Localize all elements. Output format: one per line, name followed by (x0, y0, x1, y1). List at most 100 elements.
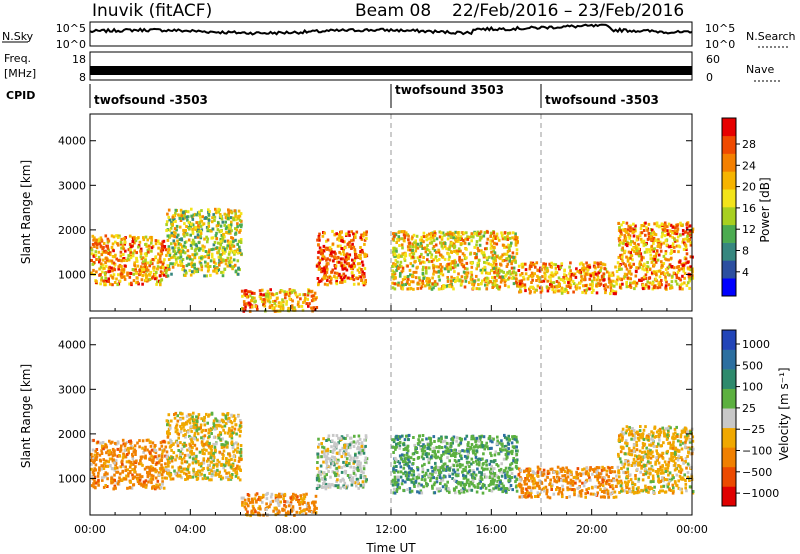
echo-cell (202, 461, 206, 465)
echo-cell (101, 441, 105, 444)
echo-cell (203, 452, 206, 456)
echo-cell (646, 228, 649, 232)
echo-cell (233, 419, 236, 423)
echo-cell (187, 413, 191, 417)
echo-cell (440, 235, 444, 239)
echo-cell (236, 272, 240, 276)
echo-cell (360, 444, 364, 448)
echo-cell (662, 254, 666, 258)
echo-cell (471, 279, 474, 283)
echo-cell (634, 269, 638, 273)
echo-cell (476, 230, 480, 234)
echo-cell (218, 424, 221, 428)
echo-cell (116, 440, 120, 444)
echo-cell (317, 236, 321, 240)
echo-cell (334, 484, 338, 488)
echo-cell (639, 252, 643, 256)
echo-cell (209, 259, 213, 263)
echo-cell (254, 493, 258, 497)
echo-cell (154, 463, 158, 466)
echo-cell (105, 445, 108, 449)
echo-cell (580, 277, 584, 281)
echo-cell (198, 221, 201, 224)
echo-cell (147, 465, 150, 469)
echo-cell (195, 419, 199, 423)
echo-cell (323, 485, 326, 489)
echo-cell (170, 234, 174, 238)
echo-cell (305, 507, 309, 511)
echo-cell (188, 442, 191, 446)
echo-cell (528, 265, 532, 269)
echo-cell (363, 438, 366, 442)
echo-cell (356, 455, 359, 459)
echo-cell (257, 506, 260, 510)
echo-cell (102, 458, 105, 462)
echo-cell (190, 214, 193, 218)
echo-cell (184, 478, 187, 481)
echo-cell (331, 483, 334, 487)
echo-cell (133, 470, 136, 474)
echo-cell (147, 438, 150, 442)
echo-cell (294, 493, 297, 497)
echo-cell (510, 467, 514, 471)
echo-cell (633, 250, 636, 253)
echo-cell (195, 447, 199, 451)
echo-cell (302, 301, 305, 304)
echo-cell (456, 276, 459, 280)
echo-cell (158, 483, 161, 487)
echo-cell (102, 242, 106, 245)
echo-cell (432, 239, 436, 243)
echo-cell (363, 231, 366, 235)
echo-cell (500, 278, 503, 282)
echo-cell (629, 227, 633, 231)
echo-cell (120, 237, 123, 241)
echo-cell (354, 453, 357, 457)
echo-cell (558, 267, 561, 271)
echo-cell (319, 473, 323, 477)
echo-cell (648, 237, 652, 241)
echo-cell (149, 261, 152, 265)
echo-cell (360, 450, 363, 454)
echo-cell (230, 436, 234, 440)
echo-cell (551, 274, 555, 278)
echo-cell (99, 441, 102, 445)
echo-cell (647, 276, 651, 280)
echo-cell (660, 272, 663, 275)
echo-cell (334, 252, 337, 256)
echo-cell (328, 253, 332, 257)
echo-cell (211, 470, 215, 474)
echo-cell (403, 257, 406, 261)
echo-cell (435, 480, 439, 484)
echo-cell (352, 261, 356, 265)
echo-cell (131, 446, 135, 450)
echo-cell (258, 495, 261, 499)
echo-cell (568, 279, 572, 283)
echo-cell (237, 459, 241, 463)
echo-cell (494, 279, 498, 283)
echo-cell (217, 419, 221, 423)
echo-cell (578, 281, 582, 285)
echo-cell (265, 507, 268, 511)
echo-cell (210, 478, 213, 482)
echo-cell (125, 474, 128, 478)
echo-cell (180, 214, 183, 218)
echo-cell (685, 252, 689, 256)
echo-cell (401, 278, 405, 282)
echo-cell (227, 208, 230, 212)
echo-cell (363, 252, 366, 256)
echo-cell (246, 510, 249, 514)
echo-cell (651, 233, 655, 236)
echo-cell (612, 284, 616, 288)
echo-cell (236, 259, 240, 263)
echo-cell (615, 278, 619, 282)
echo-cell (335, 271, 339, 275)
echo-cell (191, 231, 195, 235)
nsky-tick-top: 10^5 (56, 22, 86, 35)
echo-cell (189, 244, 193, 247)
echo-cell (249, 305, 252, 309)
echo-cell (226, 216, 230, 220)
echo-cell (231, 446, 235, 450)
echo-cell (418, 259, 421, 262)
echo-cell (617, 222, 620, 225)
echo-cell (249, 290, 252, 294)
